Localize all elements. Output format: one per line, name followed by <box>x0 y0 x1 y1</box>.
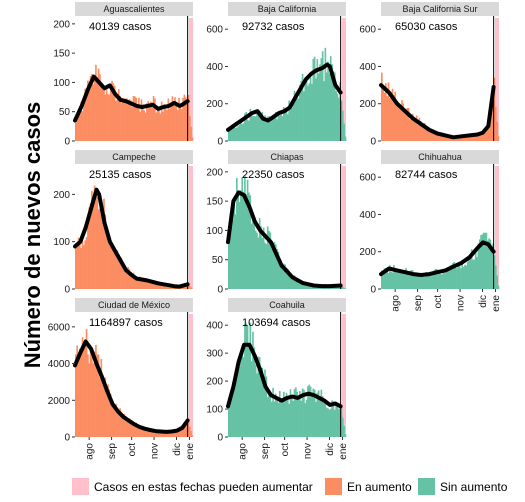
x-tick-label: dic <box>325 443 336 456</box>
legend-label: Casos en estas fechas pueden aumentar <box>94 480 313 494</box>
panel-title: Baja California <box>258 4 317 14</box>
bar <box>498 286 500 289</box>
panel-baja-california-sur: Baja California Sur 0 200 400 600 65030 casos <box>359 2 499 148</box>
total-cases-label: 65030 casos <box>395 21 458 33</box>
x-tick-label: ene <box>491 295 502 312</box>
x-tick-label: oct <box>433 295 444 309</box>
x-tick-label: sep <box>413 295 424 312</box>
bar <box>192 436 194 437</box>
y-tick-label: 150 <box>206 197 223 208</box>
y-tick-label: 0 <box>217 137 223 148</box>
total-cases-label: 25135 casos <box>89 169 152 181</box>
y-tick-label: 600 <box>359 173 376 184</box>
x-tick-label: oct <box>280 443 291 457</box>
bar <box>345 137 347 141</box>
panel-chiapas: Chiapas 0 50 100 150 200 22350 casos <box>206 150 346 296</box>
y-tick-label: 200 <box>359 99 376 110</box>
y-tick-label: 50 <box>212 255 224 266</box>
total-cases-label: 92732 casos <box>242 21 305 33</box>
y-tick-label: 200 <box>53 19 70 30</box>
total-cases-label: 40139 casos <box>89 21 152 33</box>
panel-title: Baja California Sur <box>402 4 477 14</box>
y-tick-label: 0 <box>370 285 376 296</box>
panel-coahuila: Coahuila 0 100 200 300 400 103694 casos ago sep o… <box>206 298 349 460</box>
bar <box>192 137 194 141</box>
y-tick-label: 400 <box>359 210 376 221</box>
y-tick-label: 0 <box>370 137 376 148</box>
bar <box>345 434 347 437</box>
y-tick-label: 2000 <box>48 396 71 407</box>
y-tick-label: 200 <box>53 190 70 201</box>
y-tick-label: 400 <box>206 321 223 332</box>
y-tick-label: 100 <box>53 237 70 248</box>
legend: Casos en estas fechas pueden aumentar En … <box>72 478 508 495</box>
panel-chihuahua: Chihuahua 0 200 400 600 82744 casos ago sep oct n… <box>359 150 502 312</box>
y-tick-label: 600 <box>206 25 223 36</box>
y-tick-label: 200 <box>206 99 223 110</box>
y-tick-label: 300 <box>206 349 223 360</box>
y-tick-label: 4000 <box>48 359 71 370</box>
panel-title: Coahuila <box>269 300 305 310</box>
legend-swatch <box>72 478 89 495</box>
x-tick-label: sep <box>260 443 271 460</box>
y-tick-label: 100 <box>206 226 223 237</box>
increase-possible-zone <box>189 166 193 289</box>
y-tick-label: 400 <box>206 62 223 73</box>
y-tick-label: 0 <box>64 433 70 444</box>
y-tick-label: 50 <box>59 107 71 118</box>
y-tick-label: 0 <box>64 285 70 296</box>
legend-label: En aumento <box>347 480 412 494</box>
y-tick-label: 600 <box>359 25 376 36</box>
total-cases-label: 103694 casos <box>242 317 311 329</box>
y-tick-label: 200 <box>206 167 223 178</box>
y-tick-label: 400 <box>359 62 376 73</box>
x-tick-label: nov <box>303 443 314 459</box>
y-tick-label: 0 <box>64 137 70 148</box>
legend-swatch <box>418 478 435 495</box>
x-tick-label: ene <box>338 443 349 460</box>
y-tick-label: 0 <box>217 433 223 444</box>
x-tick-label: nov <box>456 295 467 311</box>
y-tick-label: 100 <box>53 78 70 89</box>
panel-campeche: Campeche 0 100 200 25135 casos <box>53 150 193 296</box>
y-tick-label: 6000 <box>48 322 71 333</box>
x-tick-label: ago <box>238 443 249 460</box>
y-tick-label: 100 <box>206 405 223 416</box>
panel-title: Aguascalientes <box>103 4 165 14</box>
bar <box>498 136 500 141</box>
increase-possible-zone <box>342 166 346 289</box>
y-tick-label: 0 <box>217 285 223 296</box>
panel-aguascalientes: Aguascalientes 0 50 100 150 200 40139 casos <box>53 2 193 148</box>
total-cases-label: 22350 casos <box>242 169 305 181</box>
x-tick-label: ene <box>185 443 196 460</box>
x-tick-label: dic <box>478 295 489 308</box>
panel-baja-california: Baja California 0 200 400 600 92732 casos <box>206 2 346 148</box>
total-cases-label: 82744 casos <box>395 169 458 181</box>
x-tick-label: ago <box>391 295 402 312</box>
legend-swatch <box>325 478 342 495</box>
x-tick-label: ago <box>85 443 96 460</box>
panel-title: Chihuahua <box>418 152 462 162</box>
panel-title: Campeche <box>112 152 156 162</box>
x-tick-label: nov <box>150 443 161 459</box>
total-cases-label: 1164897 casos <box>89 317 163 329</box>
panel-title: Ciudad de México <box>98 300 170 310</box>
legend-label: Sin aumento <box>440 480 508 494</box>
x-tick-label: dic <box>172 443 183 456</box>
y-tick-label: 200 <box>206 377 223 388</box>
increase-possible-zone <box>189 314 193 437</box>
panels: Aguascalientes 0 50 100 150 200 40139 casos Baj… <box>48 2 502 460</box>
panel-ciudad-de-méxico: Ciudad de México 0 2000 4000 6000 1164897 cas… <box>48 298 196 460</box>
x-tick-label: oct <box>127 443 138 457</box>
x-tick-label: sep <box>107 443 118 460</box>
y-tick-label: 150 <box>53 49 70 60</box>
panel-title: Chiapas <box>270 152 304 162</box>
y-axis-label: Número de nuevos casos <box>20 102 45 369</box>
y-tick-label: 200 <box>359 247 376 258</box>
